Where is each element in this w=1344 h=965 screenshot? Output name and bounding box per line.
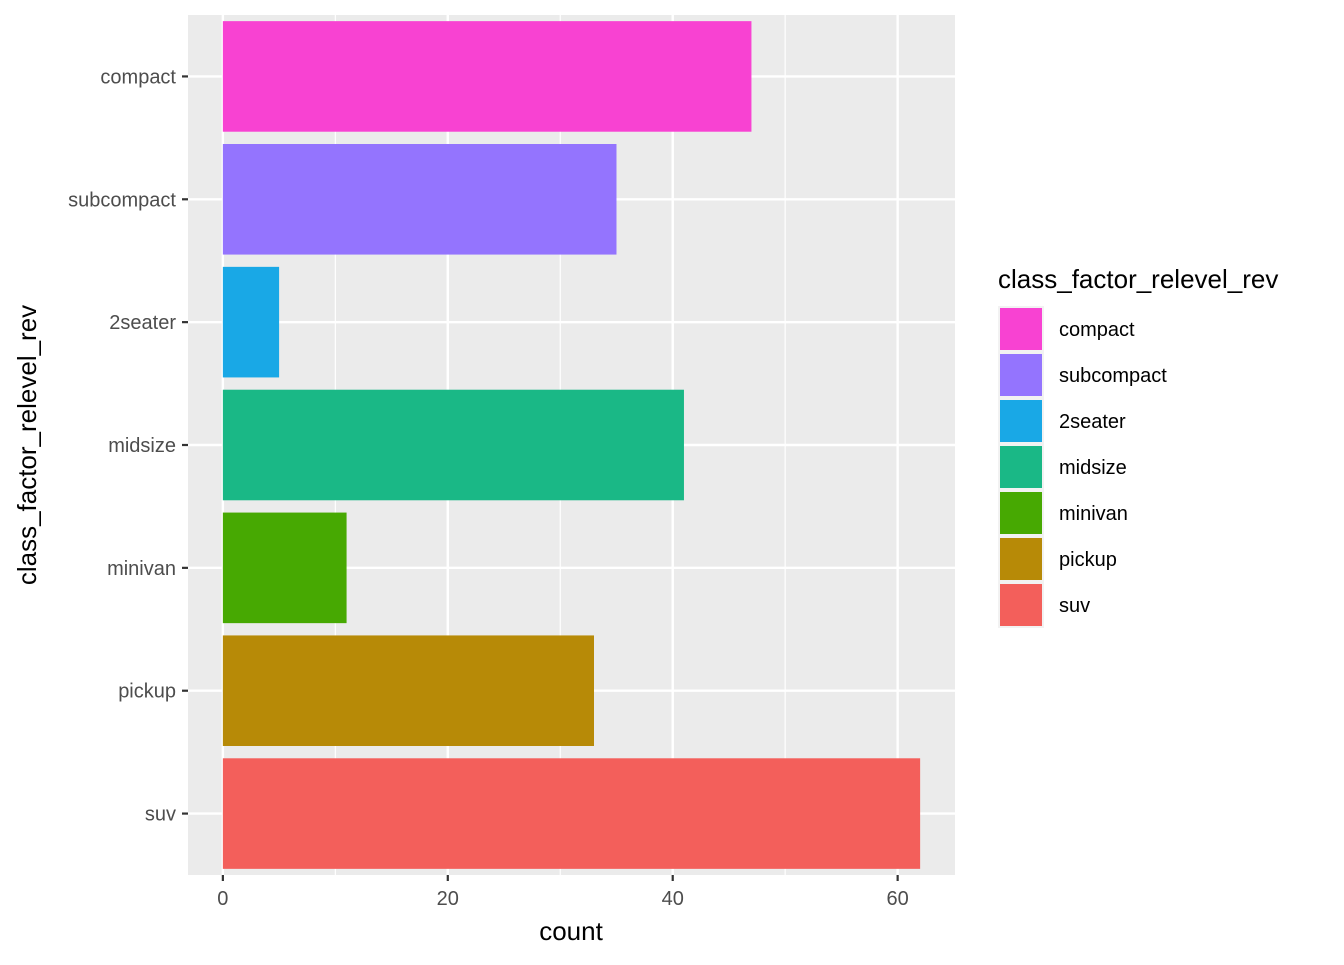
- legend-key-midsize: [1000, 446, 1042, 488]
- y-tick-label: midsize: [108, 435, 176, 457]
- x-tick-label: 60: [887, 888, 909, 910]
- legend-key-2seater: [1000, 400, 1042, 442]
- y-tick-label: minivan: [107, 558, 176, 580]
- legend-label: compact: [1059, 319, 1135, 341]
- x-axis: 0 20 40 60: [217, 875, 909, 910]
- legend-key-pickup: [1000, 538, 1042, 580]
- legend-label: suv: [1059, 595, 1090, 617]
- x-tick-label: 0: [217, 888, 228, 910]
- legend-label: subcompact: [1059, 365, 1167, 387]
- legend-label: midsize: [1059, 457, 1127, 479]
- legend: class_factor_relevel_rev compact subcompa…: [998, 264, 1278, 628]
- legend-key-compact: [1000, 308, 1042, 350]
- bar-minivan: [222, 512, 347, 624]
- y-tick-label: 2seater: [109, 312, 176, 334]
- y-axis-title: class_factor_relevel_rev: [12, 305, 42, 585]
- legend-label: minivan: [1059, 503, 1128, 525]
- x-axis-title: count: [539, 916, 603, 946]
- legend-label: 2seater: [1059, 411, 1126, 433]
- legend-label: pickup: [1059, 549, 1117, 571]
- legend-key-subcompact: [1000, 354, 1042, 396]
- legend-key-suv: [1000, 584, 1042, 626]
- y-tick-label: suv: [145, 804, 176, 826]
- bar-suv: [222, 758, 921, 869]
- y-axis: compact subcompact 2seater midsize minivan pi…: [68, 66, 188, 826]
- bar-midsize: [222, 389, 684, 501]
- legend-title: class_factor_relevel_rev: [998, 264, 1278, 294]
- y-tick-label: compact: [100, 66, 176, 88]
- bar-compact: [222, 21, 752, 132]
- y-tick-label: subcompact: [68, 189, 176, 211]
- bar-pickup: [222, 635, 594, 746]
- legend-key-minivan: [1000, 492, 1042, 534]
- bar-subcompact: [222, 144, 617, 255]
- y-tick-label: pickup: [118, 681, 176, 703]
- bar-2seater: [222, 266, 280, 378]
- x-tick-label: 40: [662, 888, 684, 910]
- x-tick-label: 20: [437, 888, 459, 910]
- bars: [222, 21, 921, 869]
